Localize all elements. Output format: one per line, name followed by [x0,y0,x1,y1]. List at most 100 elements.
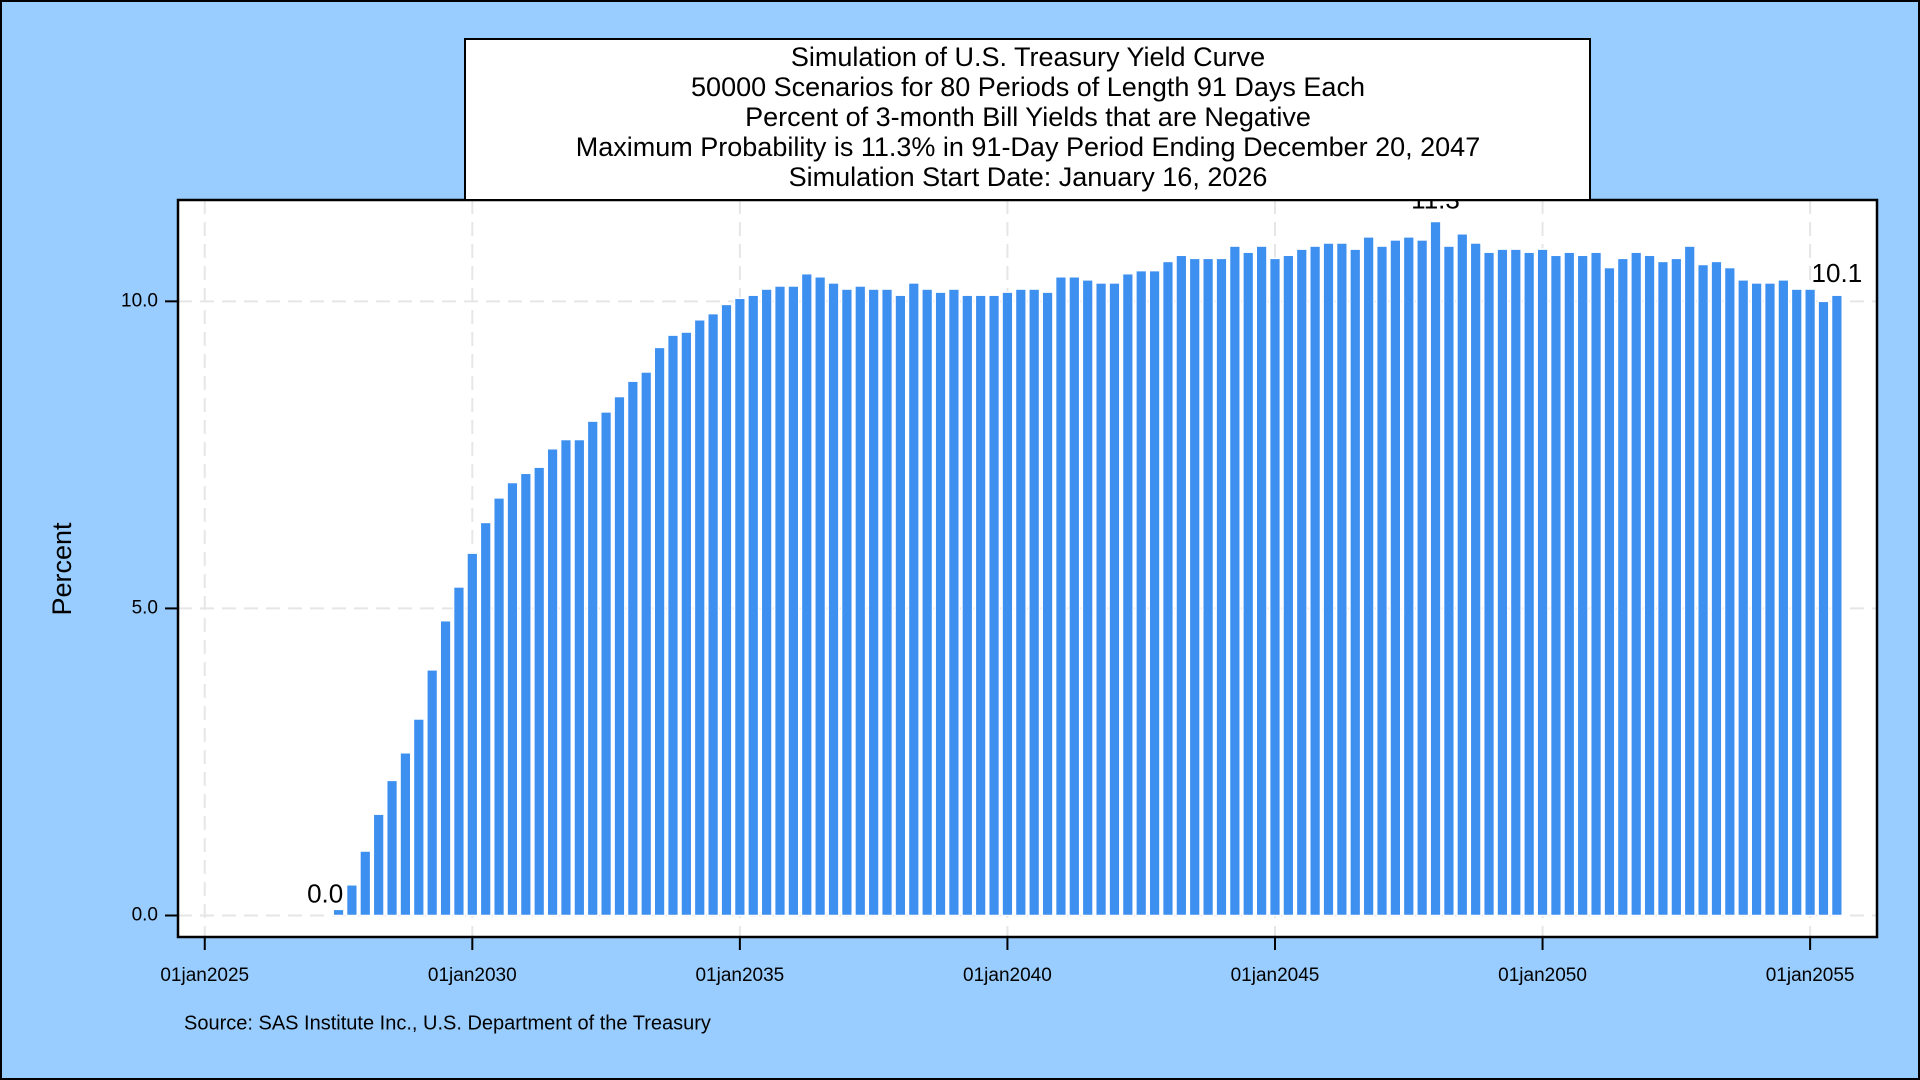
bar [359,850,372,917]
bar [559,438,573,917]
bar [1188,257,1201,917]
bar [921,288,934,917]
bar [1496,248,1509,917]
x-tick-label: 01jan2050 [1498,965,1587,986]
bar [1322,242,1335,917]
bar [747,294,760,917]
bar [1683,245,1696,917]
bar [800,272,813,917]
bar [1001,291,1014,917]
bar [1710,260,1723,917]
bar [1081,279,1094,917]
bar [399,752,412,917]
bar [452,586,466,917]
bar [1442,245,1456,917]
bar [1737,279,1750,917]
bar [1309,245,1322,917]
x-tick-label: 01jan2035 [695,965,784,986]
bar [1121,272,1134,917]
bar [586,420,599,917]
bar [720,303,733,917]
bar [479,521,492,917]
bar [961,294,974,917]
bar [1429,220,1442,917]
bar [1161,260,1175,917]
bar [1723,266,1736,917]
bar [640,371,653,917]
bar [1054,276,1068,917]
bar [1536,248,1549,917]
bar [666,334,680,917]
bar [439,619,452,917]
bar [1041,291,1054,917]
bar [1482,251,1496,917]
bar [1830,294,1843,917]
bar [1656,260,1670,917]
bar [1389,239,1402,917]
bar [1763,282,1777,917]
bar [1576,254,1589,917]
chart-subtitle: Maximum Probability is 11.3% in 91-Day P… [576,132,1480,162]
bar [867,288,880,917]
bar [1375,245,1389,917]
bar [385,779,399,917]
bar [1750,282,1763,917]
bar [1175,254,1188,917]
bar [1817,300,1830,917]
bar [1790,288,1803,917]
chart-title: Simulation of U.S. Treasury Yield Curve [791,42,1265,72]
bar [613,395,626,917]
bar [1068,276,1081,917]
bar [773,285,787,917]
bar [1643,254,1656,917]
bar [1255,245,1268,917]
bar [733,297,746,917]
bar [1402,236,1415,917]
bar [934,291,947,917]
bar [1282,254,1295,917]
bar [760,288,773,917]
bar [1202,257,1215,917]
bar [1696,263,1710,917]
bar [1603,266,1616,917]
bar [947,288,961,917]
bar [1135,269,1148,917]
bar [1148,269,1161,917]
bar [1777,279,1790,917]
bar [814,276,827,917]
bar [1094,282,1108,917]
bar [787,285,800,917]
bar [1523,251,1536,917]
bar [1416,239,1429,917]
bar [466,552,479,917]
bar [546,447,559,917]
bar [573,438,586,917]
bar [987,294,1001,917]
y-tick-label: 0.0 [132,905,158,926]
y-axis-label: Percent [47,522,77,616]
chart-subtitle: 50000 Scenarios for 80 Periods of Length… [691,72,1365,102]
bar [653,346,666,917]
bar [1563,251,1576,917]
bar [840,288,853,917]
bar [626,380,639,917]
bars: 0.011.310.1 [307,184,1862,917]
bar [894,294,907,917]
bar [1469,242,1482,917]
bar [1268,257,1282,917]
bar [1670,257,1683,917]
bar [1014,288,1027,917]
bar [492,497,506,917]
bar [372,813,385,917]
bar [1295,248,1308,917]
bar [1804,288,1817,917]
x-tick-label: 01jan2040 [963,965,1052,986]
bar [519,472,532,917]
bar [854,285,867,917]
bar [426,669,439,917]
bar [1362,236,1375,917]
bar [1335,242,1348,917]
x-tick-label: 01jan2030 [428,965,517,986]
bar [1549,254,1563,917]
